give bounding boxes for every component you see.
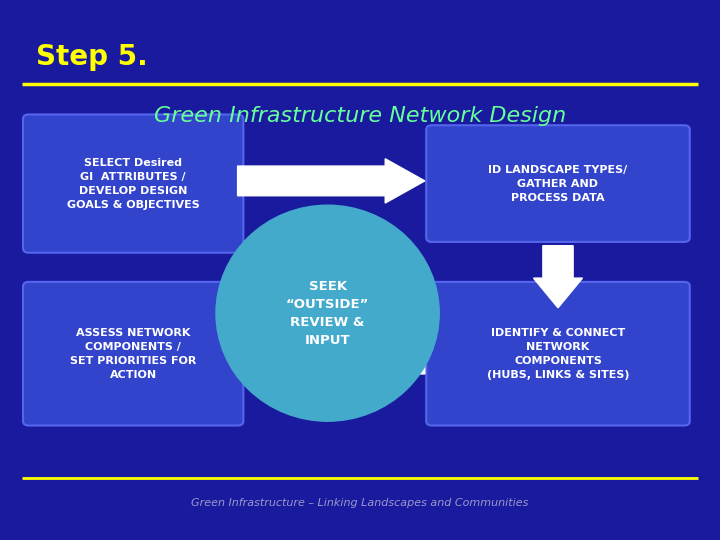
Text: IDENTIFY & CONNECT
NETWORK
COMPONENTS
(HUBS, LINKS & SITES): IDENTIFY & CONNECT NETWORK COMPONENTS (H… [487,328,629,380]
Text: Green Infrastructure Network Design: Green Infrastructure Network Design [154,106,566,126]
Text: ASSESS NETWORK
COMPONENTS /
SET PRIORITIES FOR
ACTION: ASSESS NETWORK COMPONENTS / SET PRIORITI… [70,328,197,380]
FancyBboxPatch shape [426,282,690,426]
FancyBboxPatch shape [426,125,690,242]
Text: SEEK
“OUTSIDE”
REVIEW &
INPUT: SEEK “OUTSIDE” REVIEW & INPUT [286,280,369,347]
FancyBboxPatch shape [23,114,243,253]
Text: Green Infrastructure – Linking Landscapes and Communities: Green Infrastructure – Linking Landscape… [192,498,528,508]
FancyArrow shape [238,337,425,381]
FancyArrow shape [238,159,425,203]
Ellipse shape [216,205,439,421]
FancyArrow shape [534,246,582,308]
Text: ID LANDSCAPE TYPES/
GATHER AND
PROCESS DATA: ID LANDSCAPE TYPES/ GATHER AND PROCESS D… [488,165,628,202]
Text: SELECT Desired
GI  ATTRIBUTES /
DEVELOP DESIGN
GOALS & OBJECTIVES: SELECT Desired GI ATTRIBUTES / DEVELOP D… [67,158,199,210]
FancyBboxPatch shape [23,282,243,426]
Text: Step 5.: Step 5. [36,43,148,71]
